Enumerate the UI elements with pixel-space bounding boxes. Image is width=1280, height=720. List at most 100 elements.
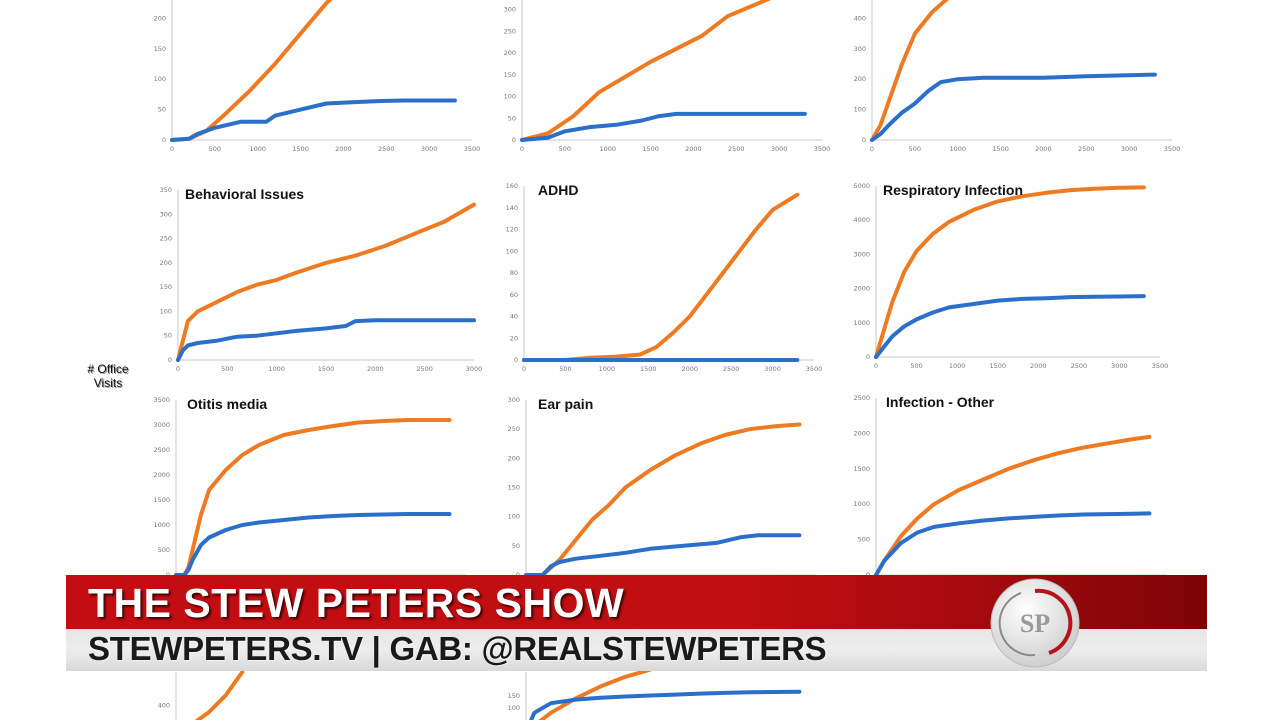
chart-title: Infection - Other bbox=[886, 394, 995, 410]
y-tick-label: 2500 bbox=[153, 446, 170, 454]
x-tick-label: 0 bbox=[520, 145, 524, 153]
x-tick-label: 500 bbox=[209, 145, 221, 153]
series-line-orange bbox=[174, 418, 452, 577]
y-tick-label: 4000 bbox=[853, 216, 870, 224]
series-line-orange bbox=[520, 0, 772, 142]
y-axis-label: # Office Visits bbox=[76, 362, 140, 390]
y-tick-label: 150 bbox=[508, 484, 520, 492]
x-tick-label: 2000 bbox=[681, 365, 698, 373]
series-line-orange bbox=[870, 0, 949, 142]
y-tick-label: 1000 bbox=[153, 521, 170, 529]
x-tick-label: 3000 bbox=[421, 145, 438, 153]
y-tick-label: 3000 bbox=[153, 421, 170, 429]
x-tick-label: 1000 bbox=[949, 145, 966, 153]
y-tick-label: 100 bbox=[508, 513, 520, 521]
y-tick-label: 200 bbox=[854, 75, 866, 83]
y-tick-label: 3000 bbox=[853, 250, 870, 258]
series-line-blue bbox=[170, 98, 457, 142]
x-tick-label: 500 bbox=[221, 365, 233, 373]
y-tick-label: 140 bbox=[506, 204, 518, 212]
series-line-blue bbox=[174, 512, 452, 577]
y-tick-label: 0 bbox=[866, 353, 870, 361]
chart-11: 100 150 bbox=[508, 667, 802, 720]
y-tick-label: 300 bbox=[854, 45, 866, 53]
x-tick-label: 1000 bbox=[599, 145, 616, 153]
series-line-blue bbox=[870, 72, 1157, 142]
y-tick-label: 300 bbox=[160, 210, 172, 218]
chart-10: 400 bbox=[158, 670, 245, 720]
x-tick-label: 2000 bbox=[1030, 362, 1047, 370]
y-tick-label: 150 bbox=[504, 71, 516, 79]
y-axis-label-line1: # Office bbox=[87, 362, 129, 376]
y-tick-label: 2000 bbox=[853, 285, 870, 293]
chart-6: 0 1000 2000 3000 4000 5000 0 500 1000 1500 2000 250… bbox=[853, 182, 1168, 370]
chart-3: 0100200300400500050010001500200025003000… bbox=[854, 0, 1180, 153]
y-tick-label: 300 bbox=[504, 6, 516, 14]
x-tick-label: 0 bbox=[870, 145, 874, 153]
x-tick-label: 2000 bbox=[367, 365, 384, 373]
series-line-blue bbox=[529, 689, 802, 720]
chart-title: ADHD bbox=[538, 182, 578, 198]
y-axis-label-line2: Visits bbox=[93, 376, 123, 390]
x-tick-label: 2000 bbox=[1035, 145, 1052, 153]
y-tick-label: 0 bbox=[862, 136, 866, 144]
y-tick-label: 400 bbox=[158, 701, 170, 709]
x-tick-label: 2000 bbox=[685, 145, 702, 153]
y-tick-label: 2000 bbox=[153, 471, 170, 479]
chart-title: Ear pain bbox=[538, 396, 593, 412]
x-tick-label: 0 bbox=[874, 362, 878, 370]
x-tick-label: 3000 bbox=[466, 365, 483, 373]
x-tick-label: 2500 bbox=[416, 365, 433, 373]
y-tick-label: 80 bbox=[510, 269, 518, 277]
x-tick-label: 500 bbox=[909, 145, 921, 153]
y-tick-label: 150 bbox=[508, 692, 520, 700]
x-tick-label: 1500 bbox=[642, 145, 659, 153]
y-tick-label: 50 bbox=[164, 332, 172, 340]
sp-logo-icon: SP bbox=[990, 578, 1080, 668]
x-tick-label: 0 bbox=[176, 365, 180, 373]
x-tick-label: 0 bbox=[522, 365, 526, 373]
x-tick-label: 500 bbox=[910, 362, 922, 370]
y-tick-label: 1000 bbox=[853, 319, 870, 327]
x-tick-label: 3500 bbox=[464, 145, 481, 153]
y-tick-label: 150 bbox=[154, 45, 166, 53]
y-tick-label: 100 bbox=[154, 75, 166, 83]
x-tick-label: 3500 bbox=[814, 145, 831, 153]
x-tick-label: 2000 bbox=[335, 145, 352, 153]
series-line-orange bbox=[524, 422, 802, 577]
x-tick-label: 3500 bbox=[806, 365, 823, 373]
y-tick-label: 50 bbox=[512, 542, 520, 550]
x-tick-label: 1000 bbox=[249, 145, 266, 153]
y-tick-label: 1500 bbox=[153, 496, 170, 504]
show-banner: THE STEW PETERS SHOW STEWPETERS.TV | GAB… bbox=[66, 575, 1207, 671]
y-tick-label: 250 bbox=[504, 27, 516, 35]
series-line-orange bbox=[538, 667, 653, 720]
x-tick-label: 1500 bbox=[318, 365, 335, 373]
y-tick-label: 0 bbox=[168, 356, 172, 364]
y-tick-label: 50 bbox=[508, 114, 516, 122]
y-tick-label: 1500 bbox=[853, 465, 870, 473]
x-tick-label: 3000 bbox=[764, 365, 781, 373]
y-tick-label: 1000 bbox=[853, 500, 870, 508]
x-tick-label: 2500 bbox=[728, 145, 745, 153]
x-tick-label: 2500 bbox=[1078, 145, 1095, 153]
series-line-orange bbox=[176, 202, 476, 362]
x-tick-label: 3000 bbox=[1121, 145, 1138, 153]
y-tick-label: 350 bbox=[160, 186, 172, 194]
x-tick-label: 1500 bbox=[989, 362, 1006, 370]
x-tick-label: 3000 bbox=[1111, 362, 1128, 370]
chart-7: 0500100015002000250030003500050010001500… bbox=[153, 396, 474, 588]
chart-4: 0 50 100 150 200 250 300 350 0 500 1000 1500 2000 250… bbox=[160, 186, 483, 373]
chart-8: 0501001502002503000500100015002000250030… bbox=[508, 396, 825, 588]
series-line-blue bbox=[524, 533, 802, 577]
y-tick-label: 300 bbox=[508, 396, 520, 404]
y-tick-label: 250 bbox=[508, 425, 520, 433]
chart-1: 0501001502002500500100015002000250030003… bbox=[154, 0, 481, 153]
x-tick-label: 2500 bbox=[723, 365, 740, 373]
y-tick-label: 100 bbox=[504, 93, 516, 101]
x-tick-label: 1000 bbox=[949, 362, 966, 370]
x-tick-label: 2500 bbox=[378, 145, 395, 153]
x-tick-label: 0 bbox=[170, 145, 174, 153]
y-tick-label: 60 bbox=[510, 291, 518, 299]
chart-title: Otitis media bbox=[187, 396, 267, 412]
